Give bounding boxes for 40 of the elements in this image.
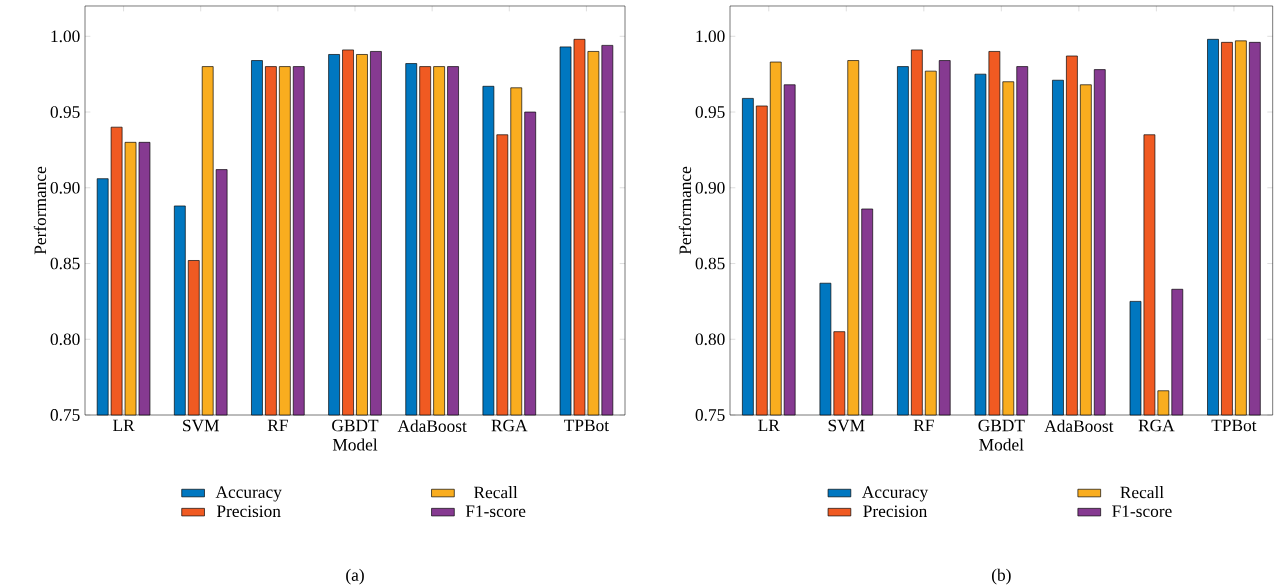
x-tick-label: SVM [828, 419, 865, 432]
x-axis-title: Model [332, 438, 378, 451]
x-tick-label: AdaBoost [1044, 419, 1114, 432]
legend-label: Accuracy [215, 486, 282, 502]
x-axis-title: Model [979, 438, 1024, 451]
y-tick-label: 0.75 [695, 409, 725, 421]
x-tick-label: RGA [491, 419, 528, 432]
x-tick-label: SVM [183, 419, 219, 432]
y-tick-label: 0.80 [695, 333, 725, 346]
legend-label: Precision [863, 505, 928, 518]
y-tick-label: 0.90 [50, 181, 80, 194]
y-axis-title: Performance [33, 166, 47, 255]
x-tick-label: RF [913, 419, 934, 432]
y-tick-label: 0.90 [695, 181, 725, 194]
legend-label: Recall [1120, 486, 1164, 499]
y-tick-label: 1.00 [696, 30, 725, 43]
text: (b) [991, 568, 1011, 585]
x-tick-label: GBDT [332, 419, 379, 432]
y-tick-label: 0.85 [695, 257, 725, 270]
x-tick-label: LR [113, 419, 135, 432]
x-tick-label: TPBot [1211, 419, 1257, 432]
x-tick-label: RF [267, 419, 288, 432]
y-tick-label: 0.80 [50, 333, 80, 346]
x-tick-label: GBDT [978, 419, 1025, 432]
x-tick-label: AdaBoost [397, 419, 467, 432]
text: (a) [346, 568, 364, 585]
y-axis-title: Performance [678, 166, 692, 255]
x-tick-label: RGA [1138, 419, 1175, 432]
legend-label: F1-score [1112, 505, 1172, 518]
y-tick-label: 1.00 [51, 30, 80, 43]
y-tick-label: 0.85 [50, 257, 80, 270]
legend-label: Accuracy [861, 486, 929, 502]
x-tick-label: TPBot [564, 419, 609, 432]
legend-label: Precision [216, 505, 281, 518]
legend-label: Recall [474, 486, 518, 499]
y-tick-label: 0.95 [50, 106, 80, 118]
legend-label: F1-score [465, 505, 526, 518]
y-tick-label: 0.95 [695, 106, 725, 118]
x-tick-label: LR [758, 419, 780, 432]
y-tick-label: 0.75 [50, 409, 80, 421]
